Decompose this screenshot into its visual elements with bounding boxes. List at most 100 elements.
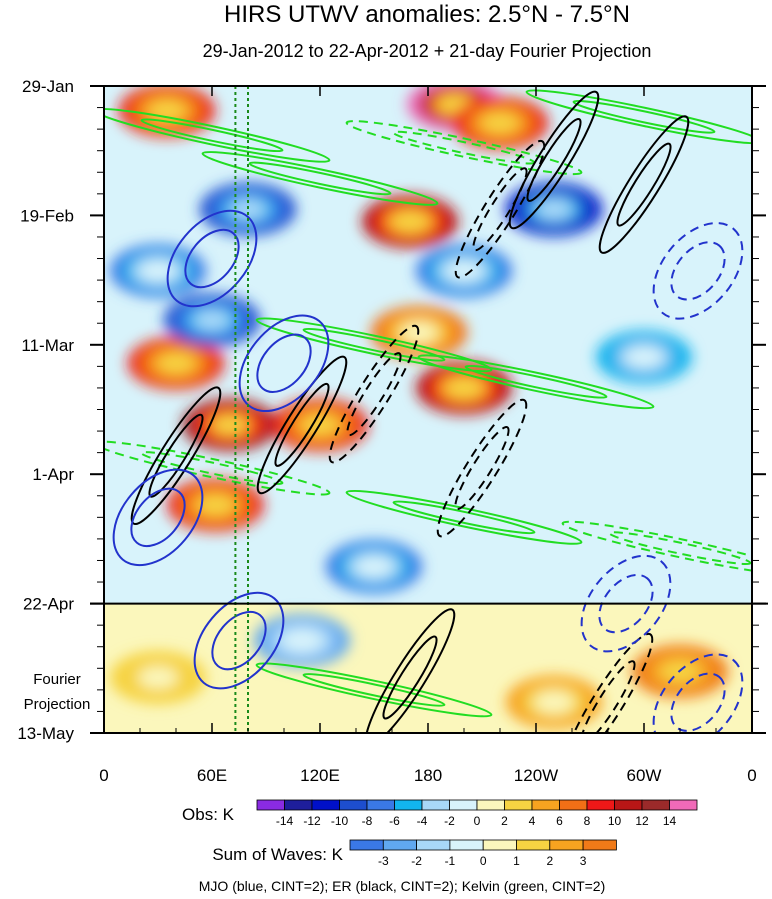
colorbar-swatch bbox=[284, 799, 313, 811]
projection-label-line1: Fourier bbox=[33, 671, 81, 688]
kelvin-contour bbox=[255, 317, 493, 373]
kelvin-contour bbox=[345, 120, 583, 176]
kelvin-contour bbox=[345, 489, 583, 545]
colorbar-swatch bbox=[256, 799, 285, 811]
colorbar-swatch bbox=[311, 799, 340, 811]
y-tick-label: 1-Apr bbox=[32, 465, 74, 484]
colorbar-swatch bbox=[531, 799, 560, 811]
colorbar-swatch bbox=[382, 839, 417, 851]
y-tick-label: 29-Jan bbox=[22, 77, 74, 96]
y-tick-label: 22-Apr bbox=[23, 595, 74, 614]
anomaly-field bbox=[110, 86, 728, 729]
plot-area bbox=[104, 86, 752, 733]
er-contour bbox=[436, 398, 528, 538]
colorbar-swatch bbox=[586, 799, 615, 811]
mjo-contour bbox=[670, 241, 726, 301]
kelvin-contour bbox=[302, 672, 446, 707]
mjo-contour bbox=[130, 487, 186, 547]
colorbar-tick-label: -12 bbox=[303, 814, 321, 828]
colorbar-swatch bbox=[394, 799, 423, 811]
anomaly-blob bbox=[626, 347, 662, 368]
y-tick-label: 11-Mar bbox=[21, 336, 74, 355]
colorbar-swatch bbox=[349, 839, 384, 851]
contour-legend: MJO (blue, CINT=2); ER (black, CINT=2); … bbox=[199, 878, 606, 894]
x-tick-label: 120W bbox=[514, 766, 558, 785]
y-axis: 29-Jan 19-Feb 11-Mar 1-Apr 22-Apr 13-May bbox=[17, 77, 766, 743]
anomaly-blob bbox=[197, 495, 234, 515]
chart-title: HIRS UTWV anomalies: 2.5°N - 7.5°N bbox=[224, 1, 630, 28]
x-tick-label: 60W bbox=[627, 766, 662, 785]
kelvin-contour bbox=[561, 520, 752, 576]
colorbar-tick-label: -2 bbox=[411, 854, 422, 868]
colorbar-tick-label: 14 bbox=[663, 814, 677, 828]
er-contour bbox=[130, 386, 222, 526]
waves-colorbar: -3 -2 -1 0 1 2 3 bbox=[349, 839, 617, 868]
colorbar-tick-label: -1 bbox=[445, 854, 456, 868]
mjo-contour bbox=[211, 610, 267, 671]
mjo-contour bbox=[580, 554, 672, 653]
colorbar-swatch bbox=[614, 799, 643, 811]
colorbar-tick-label: -2 bbox=[444, 814, 455, 828]
kelvin-contour bbox=[608, 531, 752, 566]
colorbar-tick-label: 12 bbox=[635, 814, 649, 828]
colorbar-swatch bbox=[559, 799, 588, 811]
colorbar-swatch bbox=[549, 839, 584, 851]
er-contour bbox=[454, 139, 546, 279]
er-contour bbox=[580, 660, 636, 733]
mjo-contour bbox=[670, 672, 726, 732]
x-tick-label: 0 bbox=[99, 766, 108, 785]
obs-colorbar-label: Obs: K bbox=[182, 805, 235, 824]
colorbar-swatch bbox=[449, 839, 484, 851]
anomaly-blob bbox=[536, 199, 572, 220]
anomaly-blob bbox=[534, 691, 574, 714]
obs-colorbar: -14 -12 -10 -8 -6 -4 -2 0 2 4 6 8 10 12 14 bbox=[256, 799, 698, 828]
kelvin-contour bbox=[572, 99, 716, 134]
anomaly-blob bbox=[158, 353, 194, 374]
colorbar-tick-label: -4 bbox=[417, 814, 428, 828]
er-contour bbox=[346, 352, 402, 437]
x-tick-label: 60E bbox=[197, 766, 227, 785]
er-contour bbox=[328, 324, 420, 464]
colorbar-tick-label: -14 bbox=[276, 814, 294, 828]
er-contour bbox=[598, 115, 690, 254]
colorbar-tick-label: -8 bbox=[362, 814, 373, 828]
colorbar-tick-label: 8 bbox=[584, 814, 591, 828]
colorbar-tick-label: 0 bbox=[480, 854, 487, 868]
colorbar-swatch bbox=[476, 799, 505, 811]
colorbar-swatch bbox=[669, 799, 698, 811]
er-contour bbox=[382, 635, 438, 720]
er-contour bbox=[472, 167, 528, 252]
y-tick-label: 19-Feb bbox=[20, 206, 74, 225]
colorbar-swatch bbox=[416, 839, 451, 851]
kelvin-contour bbox=[525, 89, 752, 145]
kelvin-contour bbox=[464, 364, 608, 399]
anomaly-blob bbox=[482, 113, 518, 133]
kelvin-contour bbox=[140, 451, 284, 485]
x-tick-label: 120E bbox=[300, 766, 340, 785]
colorbar-tick-label: 1 bbox=[513, 854, 520, 868]
mjo-contour bbox=[652, 222, 744, 320]
kelvin-contour bbox=[248, 161, 392, 196]
kelvin-contour bbox=[302, 327, 446, 362]
x-axis: 0 60E 120E 180 120W 60W 0 bbox=[99, 86, 757, 785]
mjo-contour bbox=[256, 333, 312, 393]
anomaly-blob bbox=[282, 629, 322, 652]
anomaly-blob bbox=[446, 260, 482, 281]
x-tick-label: 0 bbox=[747, 766, 756, 785]
kelvin-contour bbox=[392, 500, 536, 535]
er-contour bbox=[274, 382, 330, 467]
colorbar-swatch bbox=[339, 799, 368, 811]
kelvin-contour bbox=[201, 150, 439, 206]
er-contour bbox=[256, 355, 348, 495]
kelvin-contour bbox=[140, 118, 284, 153]
mjo-contour bbox=[598, 573, 654, 634]
anomaly-blob bbox=[138, 666, 178, 689]
kelvin-contour bbox=[255, 662, 493, 718]
mjo-contour bbox=[184, 228, 240, 289]
colorbar-tick-label: 2 bbox=[546, 854, 553, 868]
er-contour bbox=[508, 90, 600, 230]
colorbar-tick-label: -6 bbox=[389, 814, 400, 828]
kelvin-contour bbox=[104, 107, 331, 163]
colorbar-swatch bbox=[482, 839, 517, 851]
